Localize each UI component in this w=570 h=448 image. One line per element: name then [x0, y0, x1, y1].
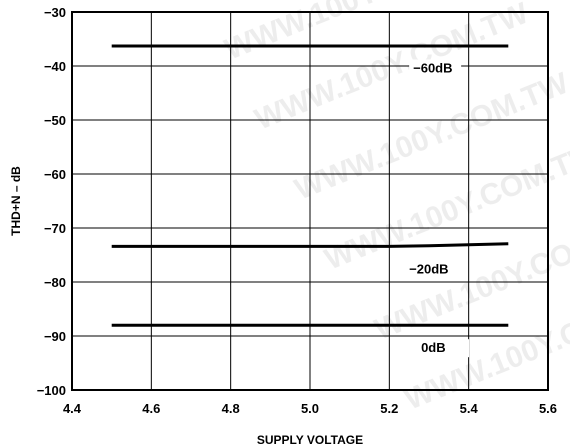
x-tick-labels: 4.4 4.6 4.8 5.0 5.2 5.4 5.6 — [63, 401, 557, 416]
y-axis-label: THD+N – dB — [9, 166, 23, 236]
y-tick-label: −60 — [44, 167, 66, 182]
x-axis-label: SUPPLY VOLTAGE — [257, 433, 363, 447]
y-tick-label: −100 — [37, 383, 66, 398]
y-tick-label: −70 — [44, 221, 66, 236]
series-label: 0dB — [421, 340, 446, 355]
x-tick-label: 5.4 — [460, 401, 479, 416]
x-tick-label: 4.8 — [222, 401, 240, 416]
series-label-bg — [417, 339, 470, 358]
plot-frame — [71, 11, 549, 391]
y-tick-label: −30 — [44, 5, 66, 20]
y-tick-label: −50 — [44, 113, 66, 128]
x-tick-label: 4.6 — [142, 401, 160, 416]
series-label-bg — [405, 260, 458, 279]
x-tick-label: 5.6 — [539, 401, 557, 416]
y-tick-label: −40 — [44, 59, 66, 74]
x-tick-label: 4.4 — [63, 401, 82, 416]
series-layer: −60dB −20dB 0dB — [111, 44, 509, 358]
grid — [72, 12, 548, 390]
series-label: −20dB — [409, 261, 448, 276]
y-tick-label: −80 — [44, 275, 66, 290]
watermark-layer: WWW.100Y.COM.TWWWW.100Y.COM.TWWWW.100Y.C… — [220, 0, 570, 416]
x-tick-label: 5.0 — [301, 401, 319, 416]
series-label-bg — [409, 59, 462, 78]
y-tick-label: −90 — [44, 329, 66, 344]
series-line — [111, 242, 509, 248]
series-label: −60dB — [413, 60, 452, 75]
y-tick-labels: −30 −40 −50 −60 −70 −80 −90 −100 — [37, 5, 66, 398]
x-tick-label: 5.2 — [380, 401, 398, 416]
